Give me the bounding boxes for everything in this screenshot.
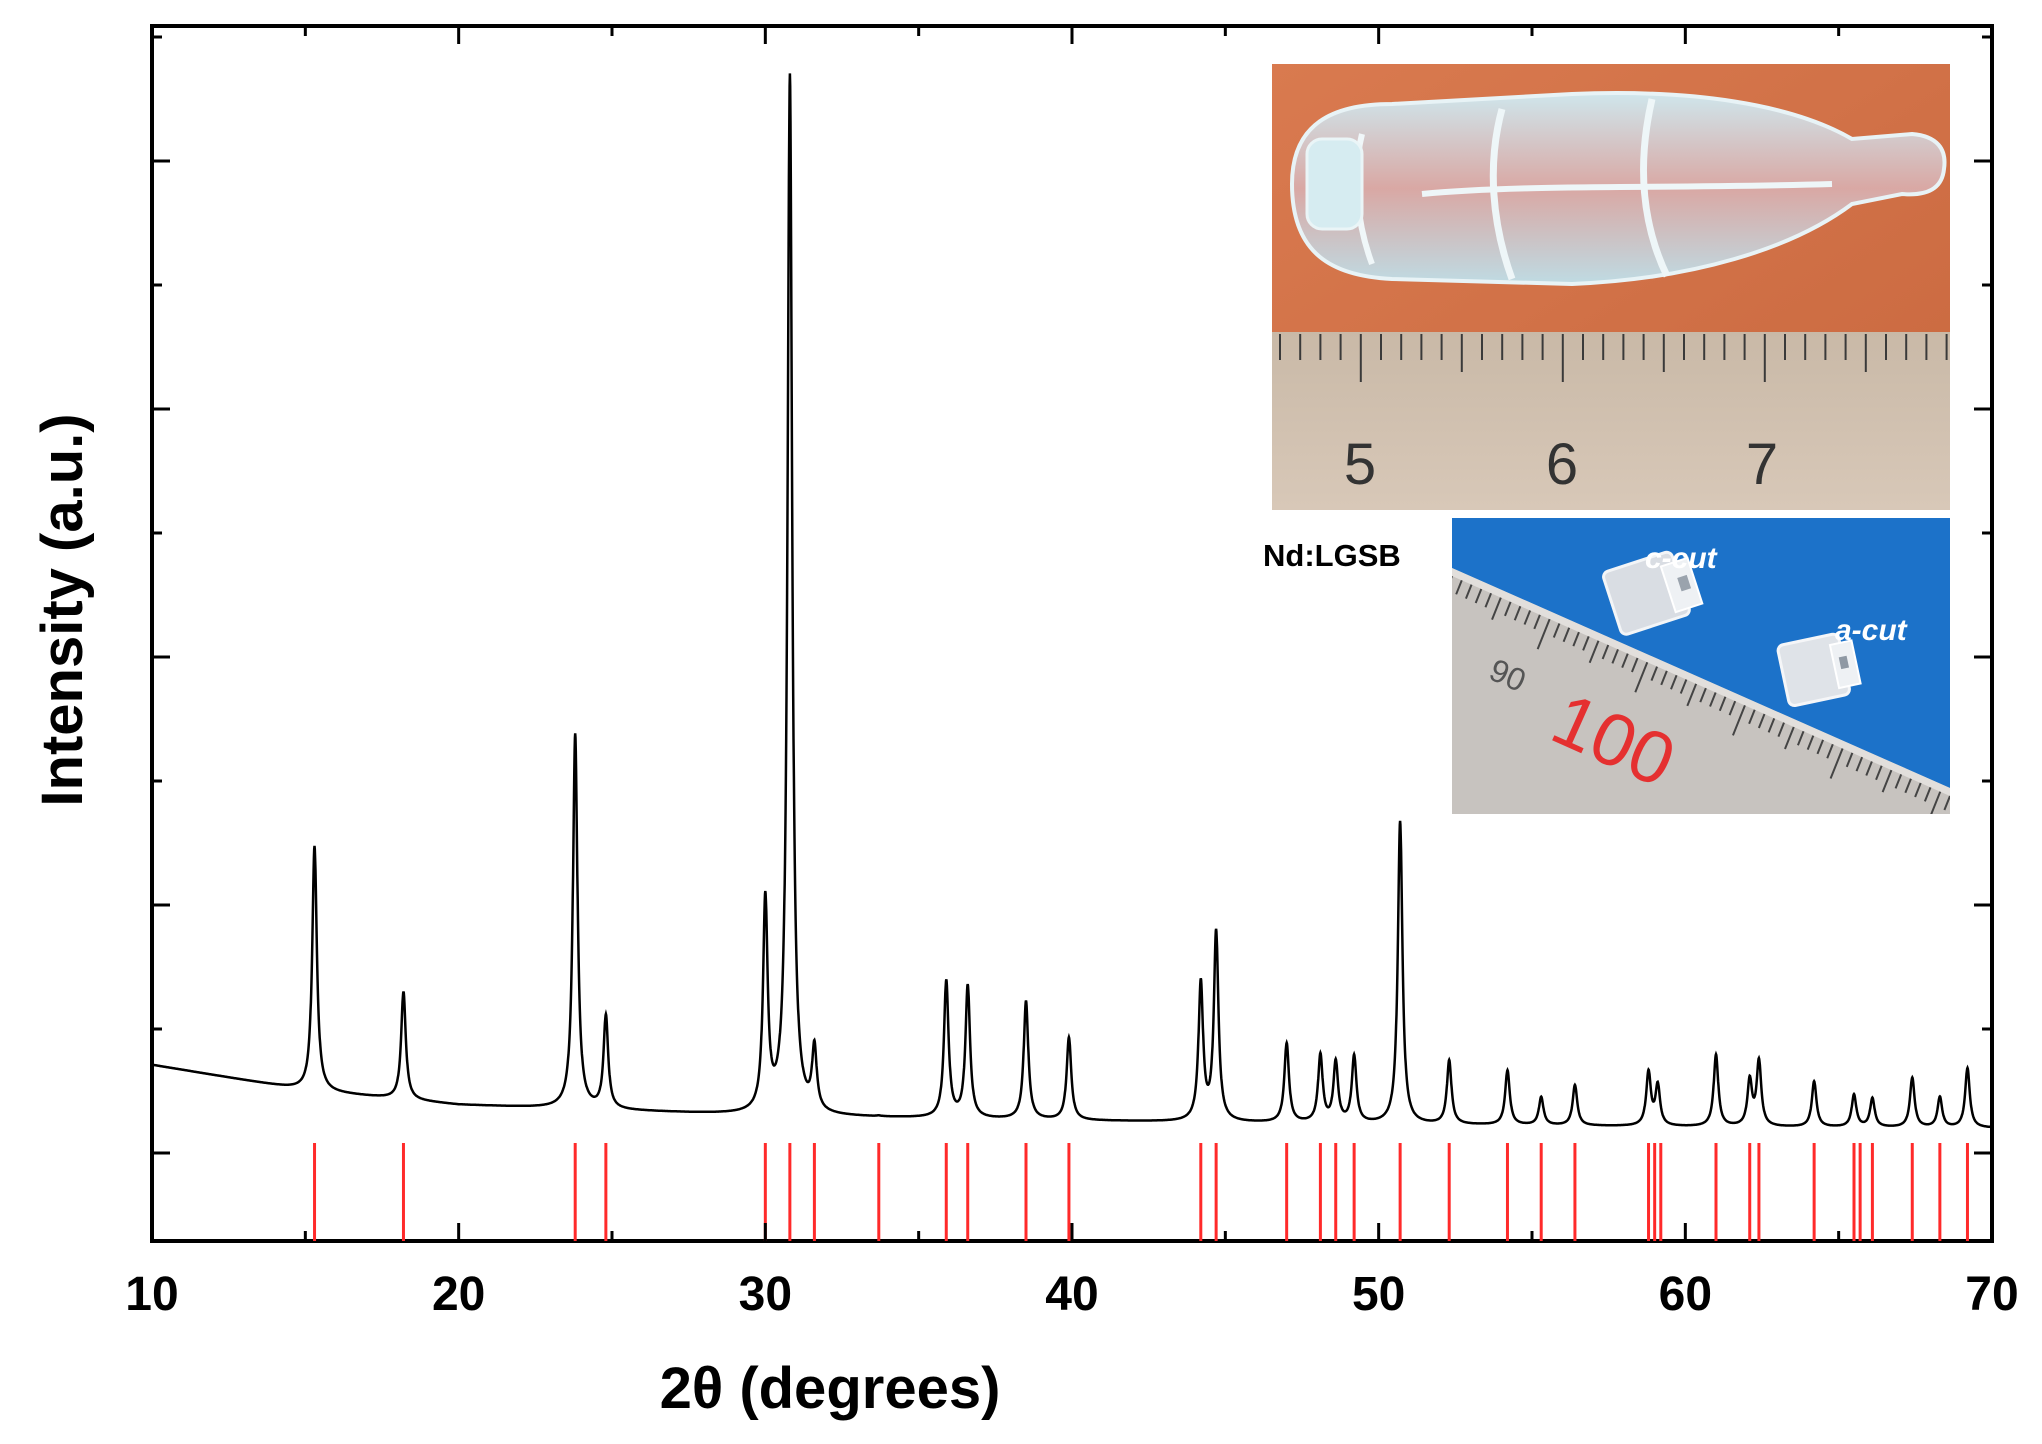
xrd-pattern-line [151, 73, 1992, 1129]
ruler-number: 7 [1746, 432, 1778, 497]
x-tick-label: 60 [1659, 1268, 1712, 1321]
y-axis-ticks [152, 35, 1992, 1155]
x-tick-label: 50 [1352, 1268, 1405, 1321]
x-tick-label: 20 [432, 1268, 485, 1321]
y-axis-label: Intensity (a.u.) [30, 413, 95, 806]
a-cut-label: a-cut [1835, 614, 1907, 647]
x-axis-ticks: 10 20 30 40 50 60 70 [125, 26, 2019, 1321]
x-tick-label: 70 [1965, 1268, 2018, 1321]
x-tick-label: 40 [1045, 1268, 1098, 1321]
reference-lines [313, 1143, 1969, 1241]
crystal-boule-photo: 5 6 7 [1272, 64, 1950, 510]
x-tick-label: 10 [125, 1268, 178, 1321]
sample-label: Nd:LGSB [1263, 538, 1401, 573]
ruler-number: 6 [1546, 432, 1578, 497]
x-tick-label: 30 [739, 1268, 792, 1321]
ruler-number: 5 [1344, 432, 1376, 497]
cut-samples-photo: 90 100 [1452, 518, 1950, 814]
c-cut-label: c-cut [1645, 542, 1717, 575]
x-axis-label: 2θ (degrees) [660, 1356, 1001, 1421]
